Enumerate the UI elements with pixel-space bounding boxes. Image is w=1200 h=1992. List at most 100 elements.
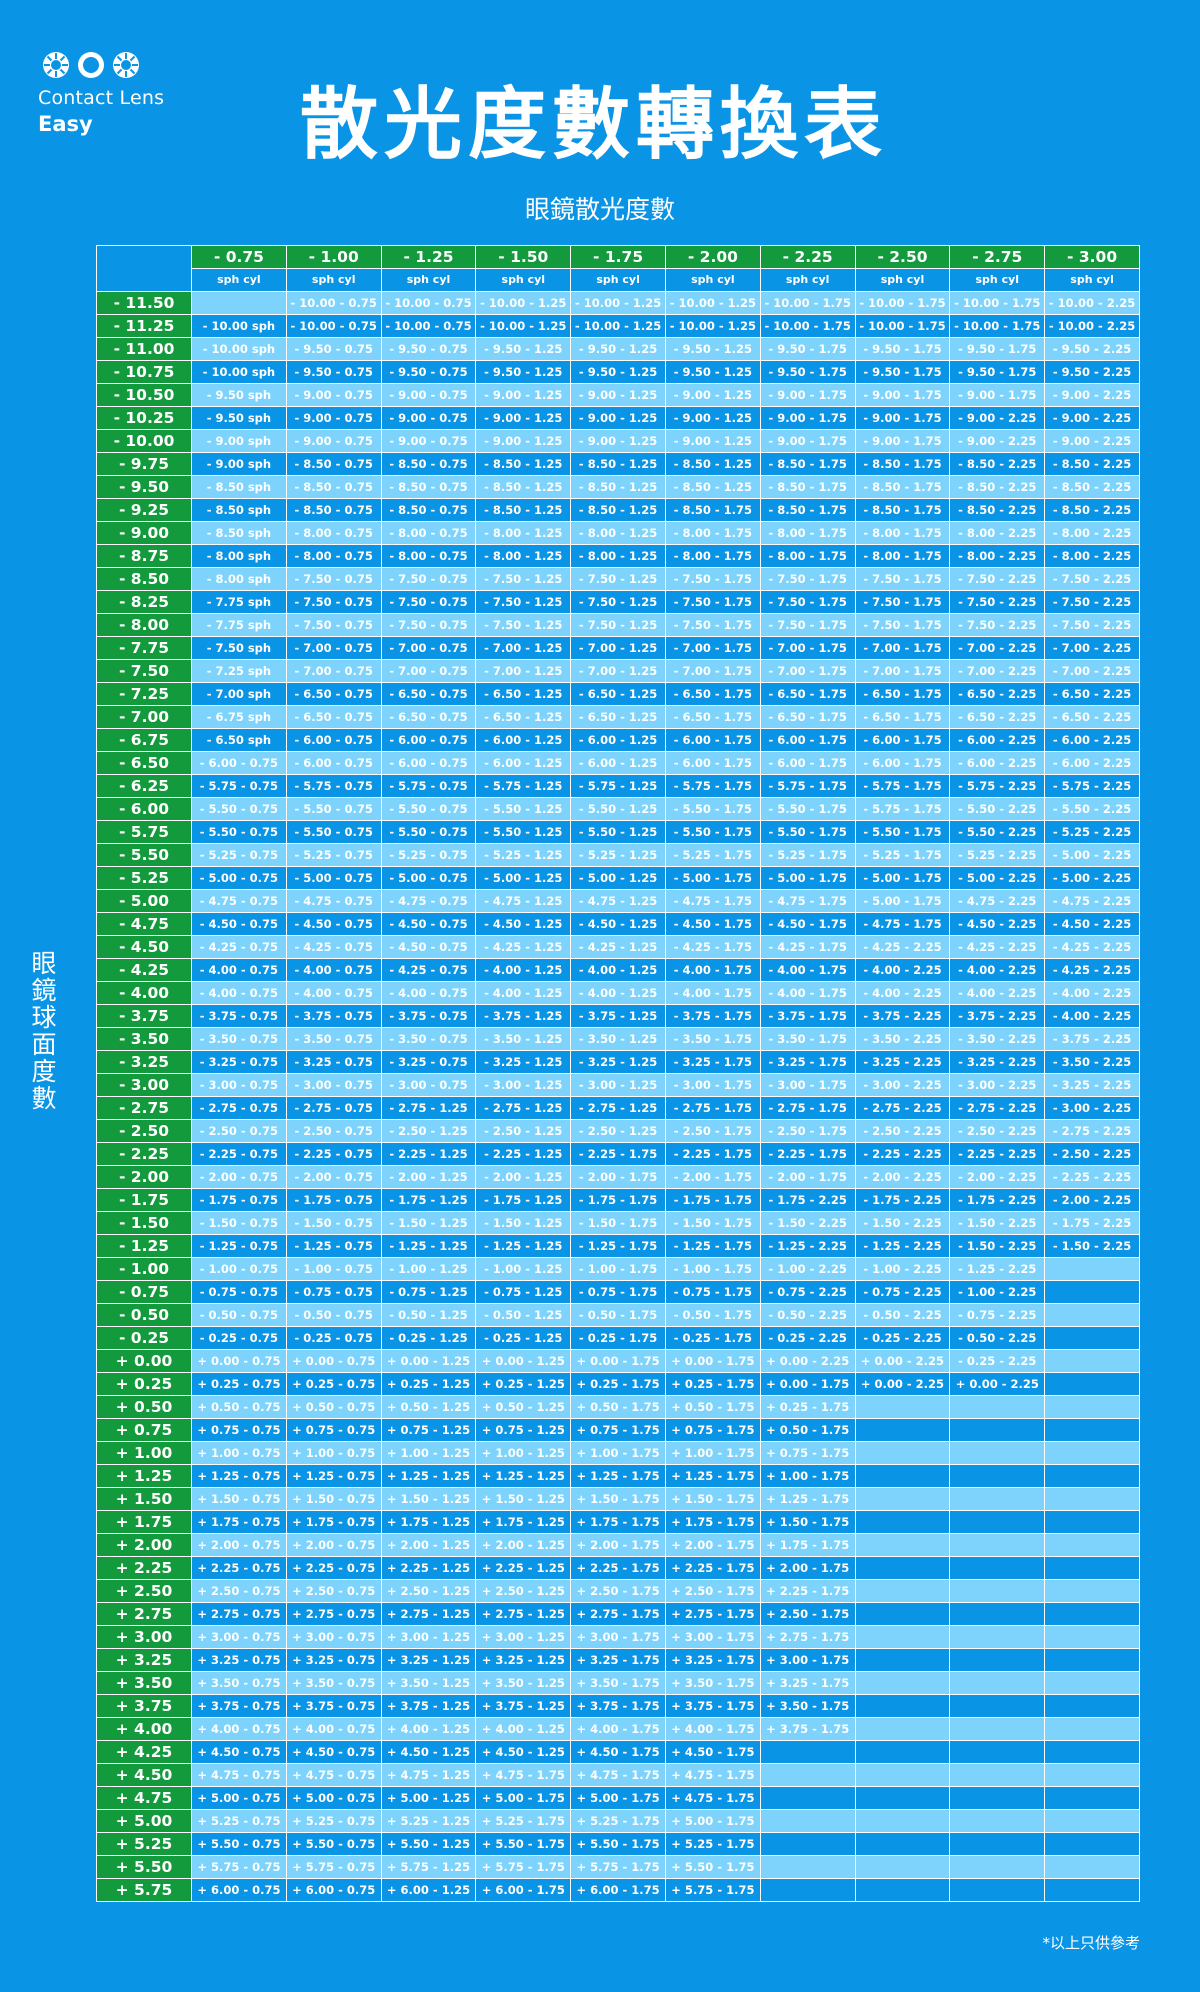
table-cell: - 9.50 - 1.25 [570,337,666,361]
table-cell: - 6.00 - 1.25 [475,728,572,752]
table-cell: - 8.50 - 1.75 [664,498,761,522]
table-cell: - 1.75 - 2.25 [949,1188,1046,1212]
table-cell: - 8.50 - 1.25 [570,475,666,499]
table-cell: - 7.00 - 2.25 [949,659,1046,683]
table-cell: + 0.00 - 1.75 [664,1349,761,1373]
table-cell: - 2.50 - 1.75 [759,1119,856,1143]
table-row: + 2.00 + 2.00 - 0.75 + 2.00 - 0.75 + 2.00 -… [96,1533,1140,1557]
table-cell: - 5.00 - 2.25 [1044,866,1140,890]
table-cell: - 9.50 - 1.25 [664,337,761,361]
table-row: + 3.50 + 3.50 - 0.75 + 3.50 - 0.75 + 3.50 -… [96,1671,1140,1695]
table-cell: + 0.75 - 1.75 [759,1441,856,1465]
table-cell: - 9.50 - 0.75 [380,337,477,361]
row-header: - 11.00 [96,337,192,361]
column-subheader: sph cyl [1044,268,1140,292]
table-row: - 11.00- 10.00 sph - 9.50 - 0.75- 9.50 - … [96,337,1140,361]
table-cell: - 3.50 - 1.75 [759,1027,856,1051]
table-cell: + 5.25 - 1.75 [570,1809,666,1833]
table-row: - 1.00- 1.00 - 0.75- 1.00 - 0.75- 1.00 -… [96,1257,1140,1281]
table-cell: - 9.50 sph [191,406,287,430]
table-cell: - 3.25 - 1.25 [475,1050,572,1074]
table-cell: - 4.25 - 2.25 [1044,958,1140,982]
table-cell: + 1.00 - 1.75 [759,1464,856,1488]
table-cell: + 4.00 - 0.75 [285,1717,382,1741]
row-header: - 11.25 [96,314,192,338]
table-cell: + 3.75 - 0.75 [191,1694,287,1718]
table-cell: + 0.75 - 0.75 [285,1418,382,1442]
table-cell: + 0.00 - 2.25 [949,1372,1046,1396]
table-cell [949,1809,1046,1833]
table-cell: - 9.50 sph [191,383,287,407]
table-cell: - 3.00 - 1.75 [759,1073,856,1097]
table-cell: - 5.25 - 0.75 [191,843,287,867]
table-cell: - 8.50 - 1.25 [475,452,572,476]
table-cell: - 4.00 - 1.25 [570,981,666,1005]
table-cell: - 5.75 - 1.75 [854,774,951,798]
column-subheader: sph cyl [949,268,1046,292]
table-cell [1044,1717,1140,1741]
table-cell [854,1418,951,1442]
table-cell: - 6.00 - 1.75 [664,728,761,752]
table-cell: + 1.75 - 1.75 [570,1510,666,1534]
table-cell: - 6.00 - 0.75 [191,751,287,775]
table-row: - 0.50- 0.50 - 0.75- 0.50 - 0.75- 0.50 -… [96,1303,1140,1327]
table-cell: - 4.00 - 2.25 [1044,981,1140,1005]
table-row: - 6.50- 6.00 - 0.75- 6.00 - 0.75- 6.00 -… [96,751,1140,775]
table-cell: - 5.75 - 2.25 [1044,774,1140,798]
table-cell: - 2.00 - 1.75 [759,1165,856,1189]
table-cell: + 1.00 - 1.25 [475,1441,572,1465]
table-cell: + 3.75 - 1.75 [664,1694,761,1718]
table-cell: - 2.50 - 2.25 [949,1119,1046,1143]
table-cell: - 8.50 sph [191,475,287,499]
column-subheader: sph cyl [475,268,572,292]
table-cell: - 5.00 - 1.75 [664,866,761,890]
table-cell: + 5.75 - 0.75 [191,1855,287,1879]
row-header: - 5.75 [96,820,192,844]
table-row: + 0.50 + 0.50 - 0.75 + 0.50 - 0.75 + 0.50 -… [96,1395,1140,1419]
row-header: + 1.00 [96,1441,192,1465]
table-cell: - 4.25 - 2.25 [854,935,951,959]
table-cell: - 0.50 - 0.75 [191,1303,287,1327]
table-row: - 4.25- 4.00 - 0.75- 4.00 - 0.75- 4.25 -… [96,958,1140,982]
table-cell: + 3.00 - 1.75 [759,1648,856,1672]
table-cell: + 0.75 - 1.25 [475,1418,572,1442]
table-cell: - 1.50 - 2.25 [949,1211,1046,1235]
table-cell: - 4.75 - 2.25 [1044,889,1140,913]
table-cell [1044,1602,1140,1626]
table-row: - 6.25- 5.75 - 0.75- 5.75 - 0.75- 5.75 -… [96,774,1140,798]
column-subheader: sph cyl [380,268,477,292]
table-cell: - 5.25 - 1.75 [759,843,856,867]
row-header: - 8.00 [96,613,192,637]
table-cell: - 7.50 - 1.25 [570,613,666,637]
table-cell: - 5.50 - 0.75 [380,797,477,821]
table-cell: - 8.00 - 2.25 [949,544,1046,568]
row-header: + 5.50 [96,1855,192,1879]
table-cell: - 1.50 - 1.75 [664,1211,761,1235]
table-cell: + 0.00 - 2.25 [854,1372,951,1396]
row-header: - 8.75 [96,544,192,568]
table-row: + 5.25 + 5.50 - 0.75 + 5.50 - 0.75 + 5.50 -… [96,1832,1140,1856]
table-cell [759,1786,856,1810]
table-cell: - 2.00 - 1.75 [664,1165,761,1189]
table-cell: - 3.00 - 2.25 [949,1073,1046,1097]
row-header: - 6.75 [96,728,192,752]
row-header: - 7.00 [96,705,192,729]
table-cell: - 7.50 - 1.75 [759,567,856,591]
column-subheader: sph cyl [570,268,666,292]
table-cell: - 3.50 - 0.75 [285,1027,382,1051]
table-cell: + 3.00 - 1.25 [380,1625,477,1649]
table-cell: - 9.00 - 2.25 [949,406,1046,430]
table-cell: - 7.75 sph [191,613,287,637]
table-row: + 5.00 + 5.25 - 0.75 + 5.25 - 0.75 + 5.25 -… [96,1809,1140,1833]
row-header: - 9.25 [96,498,192,522]
table-cell: - 0.75 - 1.25 [475,1280,572,1304]
table-cell: - 5.50 - 0.75 [191,820,287,844]
table-cell: - 4.50 - 1.25 [475,912,572,936]
table-cell: - 8.50 sph [191,521,287,545]
row-header: - 11.50 [96,291,192,315]
table-cell: - 7.00 - 0.75 [285,636,382,660]
table-cell [949,1418,1046,1442]
table-cell: - 4.00 - 2.25 [854,958,951,982]
table-cell: - 0.50 - 0.75 [285,1303,382,1327]
row-header: - 10.50 [96,383,192,407]
